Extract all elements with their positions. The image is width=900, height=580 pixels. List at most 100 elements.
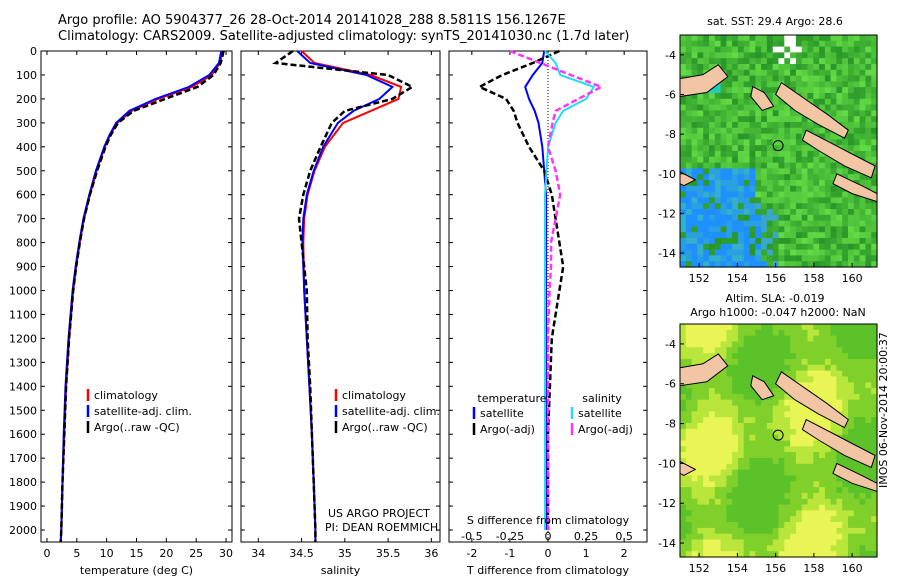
sla-map-cell	[685, 498, 693, 506]
sla-map-cell	[685, 335, 693, 342]
sst-map-cell	[691, 93, 698, 100]
sla-map-cell	[709, 533, 716, 541]
sst-map-cell	[819, 255, 826, 262]
sla-map-cell	[761, 399, 768, 407]
sst-map-cell	[680, 151, 687, 158]
sst-map-cell	[836, 185, 843, 193]
sla-map-cell	[691, 399, 698, 407]
sst-map-cell	[726, 243, 733, 251]
sla-map-cell	[726, 347, 733, 354]
sst-map-cell	[766, 197, 774, 204]
sla-map-cell	[859, 492, 866, 500]
sst-map-cell	[795, 162, 803, 169]
sst-map-cell	[691, 69, 698, 77]
sla-map-cell	[737, 388, 745, 395]
sla-map-cell	[819, 376, 826, 383]
sst-map-cell	[853, 116, 861, 123]
sla-map-cell	[709, 411, 716, 418]
sst-map-cell	[784, 203, 791, 210]
sla-map-cell	[755, 539, 762, 546]
sla-map-cell	[790, 522, 797, 529]
sst-map-cell	[801, 75, 809, 82]
sst-map-cell	[795, 226, 803, 233]
sla-map-cell	[819, 498, 826, 506]
sla-map-cell	[720, 498, 727, 506]
sla-map-cell	[737, 417, 745, 424]
sla-map-cell	[778, 498, 785, 506]
sla-map-cell	[714, 539, 722, 546]
sst-map-cell	[691, 209, 698, 216]
depth-tick-label: 1400	[9, 380, 37, 393]
sla-map-cell	[697, 353, 704, 360]
sla-map-cell	[830, 335, 837, 342]
sst-map-cell	[865, 110, 872, 117]
sst-map-cell	[766, 232, 774, 239]
sst-map-cell	[714, 191, 722, 198]
sla-map-cell	[709, 452, 716, 459]
sla-map-cell	[743, 324, 751, 331]
sst-map-cell	[703, 238, 710, 245]
sst-map-cell	[778, 243, 785, 251]
sla-map-cell	[871, 469, 878, 476]
sla-map-cell	[853, 533, 861, 541]
sst-map-cell	[836, 133, 843, 140]
sla-map-cell	[766, 434, 774, 442]
sst-map-cell	[743, 93, 751, 100]
sst-map-cell	[726, 203, 733, 210]
sla-map-cell	[784, 399, 791, 407]
sla-map-cell	[726, 440, 733, 447]
sla-map-cell	[801, 329, 809, 337]
difference-salinity-xtick-label: 0.5	[615, 530, 633, 543]
sla-map-cell	[737, 440, 745, 447]
sla-map-cell	[772, 417, 780, 424]
sst-map-cell	[824, 238, 832, 245]
sla-map-cell	[836, 370, 843, 377]
sst-map-cell	[761, 69, 768, 77]
salinity-annotation-project: US ARGO PROJECT	[328, 507, 430, 520]
sla-map-cell	[865, 498, 872, 506]
sst-map-cell	[737, 133, 745, 140]
sla-map-cell	[865, 527, 872, 535]
sst-map-cell	[772, 255, 780, 262]
sla-map-cell	[790, 341, 797, 348]
sst-map-cell	[685, 110, 693, 117]
sst-map-cell	[697, 58, 704, 65]
sst-map-cell	[737, 46, 745, 53]
sst-map-cell	[859, 35, 866, 42]
sst-map-cell	[801, 220, 809, 227]
sst-map-cell	[859, 249, 866, 256]
depth-tick-label: 1900	[9, 500, 37, 513]
sla-map-cell	[685, 423, 693, 430]
sla-map-cell	[755, 504, 762, 511]
sla-map-cell	[813, 382, 820, 389]
sla-map-cell	[819, 539, 826, 546]
sst-map-cell	[726, 93, 733, 100]
sla-map-cell	[743, 399, 751, 407]
sst-map-cell	[778, 40, 785, 48]
sla-map-cell	[691, 428, 698, 436]
sla-map-cell	[819, 545, 826, 552]
sla-map-cell	[720, 463, 727, 471]
sst-map-cell	[790, 174, 797, 181]
sst-map-cell	[813, 220, 820, 227]
sla-map-cell	[830, 516, 837, 523]
sst-map-cell	[807, 156, 814, 164]
sla-map-cell	[737, 358, 745, 366]
sla-map-cell	[842, 522, 849, 529]
sst-map-cell	[732, 93, 739, 100]
sst-map-cell	[830, 35, 837, 42]
sst-map-cell	[766, 110, 774, 117]
sst-map-cell	[807, 122, 814, 129]
sla-map-cell	[743, 522, 751, 529]
sla-map-cell	[726, 469, 733, 476]
sst-map-cell	[772, 52, 780, 59]
sla-map-cell	[842, 510, 849, 517]
sst-map-cell	[737, 52, 745, 59]
sst-map-cell	[813, 127, 820, 135]
sla-map-cell	[830, 353, 837, 360]
sla-map-cell	[761, 364, 768, 372]
sla-map-cell	[703, 428, 710, 436]
sla-map-cell	[761, 498, 768, 506]
depth-tick-label: 0	[30, 45, 37, 58]
sst-map-cell	[807, 145, 814, 152]
